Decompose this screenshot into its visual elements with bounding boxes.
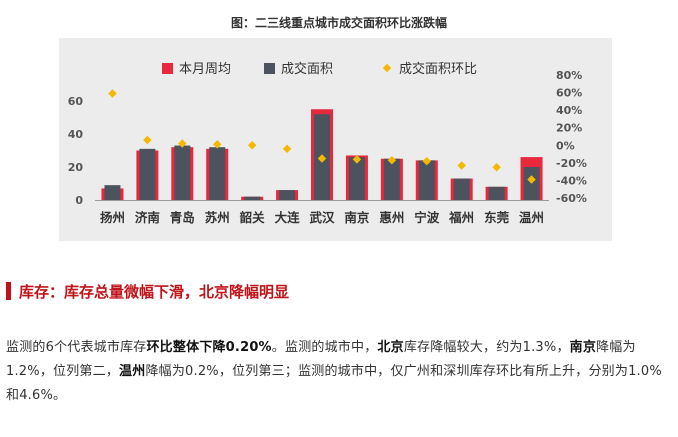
bar-transaction-area (244, 196, 261, 200)
x-category-label: 南京 (344, 210, 370, 225)
bar-transaction-area (279, 190, 296, 200)
point-area-mom-change (143, 135, 152, 145)
para-text-4: 降幅为1.2%，位列第二， (6, 340, 636, 379)
left-axis-tick: 20 (68, 161, 84, 174)
para-bold-2: 北京 (377, 340, 404, 355)
point-area-mom-change (492, 163, 501, 172)
left-axis-tick: 60 (68, 95, 84, 108)
bar-transaction-area (453, 178, 470, 200)
chart-area: 0 20 40 60 80% 60% 40% 20% 0% -20% -40% -60% 扬州 济南 青岛苏… (59, 38, 612, 241)
x-category-label: 温州 (519, 210, 544, 225)
x-category-label: 扬州 (100, 210, 125, 225)
legend-label: 成交面积 (281, 61, 333, 77)
section-marker (6, 282, 11, 300)
right-axis-tick: -20% (556, 157, 587, 170)
bar-transaction-area (488, 186, 505, 200)
bar-chart: 0 20 40 60 80% 60% 40% 20% 0% -20% -40% -60% 扬州 济南 青岛苏… (68, 61, 587, 225)
x-category-label: 福州 (448, 210, 474, 225)
legend-swatch (382, 63, 392, 73)
para-text-5: 降幅为0.2%，位列第三；监测的城市中，仅广州和深圳库存环比有所上升，分别为1.… (6, 364, 662, 403)
para-text-2: 。监测的城市中， (271, 340, 378, 355)
right-axis-tick: 20% (556, 122, 582, 135)
x-category-label: 济南 (135, 210, 161, 225)
bar-transaction-area (383, 158, 400, 200)
bar-transaction-area (104, 185, 121, 200)
bar-transaction-area (209, 147, 226, 200)
section-heading: 库存：库存总量微幅下滑，北京降幅明显 (6, 280, 289, 302)
legend-swatch (264, 63, 275, 74)
point-area-mom-change (387, 155, 397, 165)
legend-label: 成交面积环比 (399, 61, 477, 77)
section-title: 库存：库存总量微幅下滑，北京降幅明显 (19, 282, 290, 301)
x-category-label: 东莞 (484, 210, 510, 225)
right-axis-tick: 40% (556, 104, 582, 117)
point-area-mom-change (317, 154, 327, 163)
x-category-label: 韶关 (240, 210, 266, 225)
figure-title: 图：二三线重点城市成交面积环比涨跌幅 (230, 16, 447, 30)
point-area-mom-change (247, 141, 257, 150)
body-paragraph: 监测的6个代表城市库存环比整体下降0.20%。监测的城市中，北京库存降幅较大，约… (6, 336, 674, 408)
para-bold-3: 南京 (569, 340, 597, 355)
legend-swatch (162, 63, 173, 74)
right-axis-tick: 60% (556, 87, 582, 100)
para-bold-1: 环比整体下降0.20% (146, 340, 272, 355)
para-text-1: 监测的6个代表城市库存 (6, 340, 147, 355)
point-area-mom-change (108, 89, 117, 98)
para-bold-4: 温州 (119, 364, 146, 379)
point-area-mom-change (178, 139, 187, 148)
right-axis-tick: 80% (556, 69, 582, 82)
bar-transaction-area (174, 145, 191, 200)
left-axis-tick: 0 (75, 194, 83, 207)
x-category-label: 大连 (275, 210, 301, 225)
bar-transaction-area (139, 148, 156, 200)
left-axis-tick: 40 (68, 128, 84, 141)
right-axis-tick: -60% (556, 192, 587, 205)
point-area-mom-change (422, 156, 432, 166)
x-category-label: 苏州 (205, 210, 230, 225)
bar-transaction-area (348, 157, 365, 200)
right-axis-tick: -40% (556, 174, 587, 187)
legend-label: 本月周均 (179, 62, 231, 77)
x-category-label: 武汉 (309, 210, 335, 225)
point-area-mom-change (457, 161, 466, 170)
x-category-label: 青岛 (170, 210, 195, 225)
para-text-3: 库存降幅较大，约为1.3%， (403, 340, 570, 355)
right-axis-tick: 0% (556, 139, 575, 152)
bar-transaction-area (418, 160, 435, 200)
point-area-mom-change (212, 140, 222, 149)
x-category-label: 宁波 (414, 210, 440, 225)
point-area-mom-change (282, 144, 292, 154)
point-area-mom-change (352, 155, 362, 164)
x-category-label: 惠州 (379, 210, 404, 225)
